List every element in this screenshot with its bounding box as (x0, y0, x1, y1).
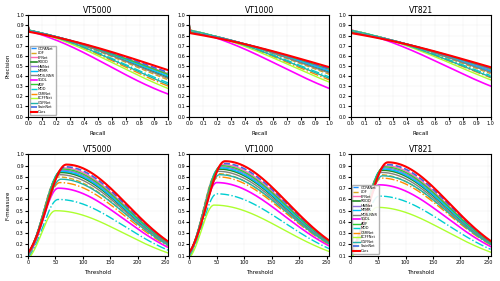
X-axis label: Threshold: Threshold (84, 270, 112, 275)
Title: VT1000: VT1000 (244, 6, 274, 15)
Y-axis label: F-measure: F-measure (6, 191, 10, 220)
X-axis label: Recall: Recall (90, 131, 106, 136)
X-axis label: Threshold: Threshold (407, 270, 434, 275)
Legend: GCPANet, LDF, EFNet, RDDD, HAINet, MTMR, MOS-NNR, SGDL, ADF, MDD, CSRNet, ECFFNe: GCPANet, LDF, EFNet, RDDD, HAINet, MTMR,… (30, 46, 56, 115)
Legend: GCPANet, LDF, EFNet, RDDD, HAINet, MTMR, MOS-NNR, SGDL, ADF, MDD, CSRNet, ECFFNe: GCPANet, LDF, EFNet, RDDD, HAINet, MTMR,… (352, 185, 378, 254)
X-axis label: Recall: Recall (251, 131, 268, 136)
Y-axis label: Precision: Precision (6, 54, 10, 78)
Title: VT1000: VT1000 (244, 145, 274, 154)
Title: VT821: VT821 (408, 6, 432, 15)
Title: VT5000: VT5000 (84, 145, 112, 154)
Title: VT5000: VT5000 (84, 6, 112, 15)
X-axis label: Threshold: Threshold (246, 270, 273, 275)
X-axis label: Recall: Recall (412, 131, 429, 136)
Title: VT821: VT821 (408, 145, 432, 154)
